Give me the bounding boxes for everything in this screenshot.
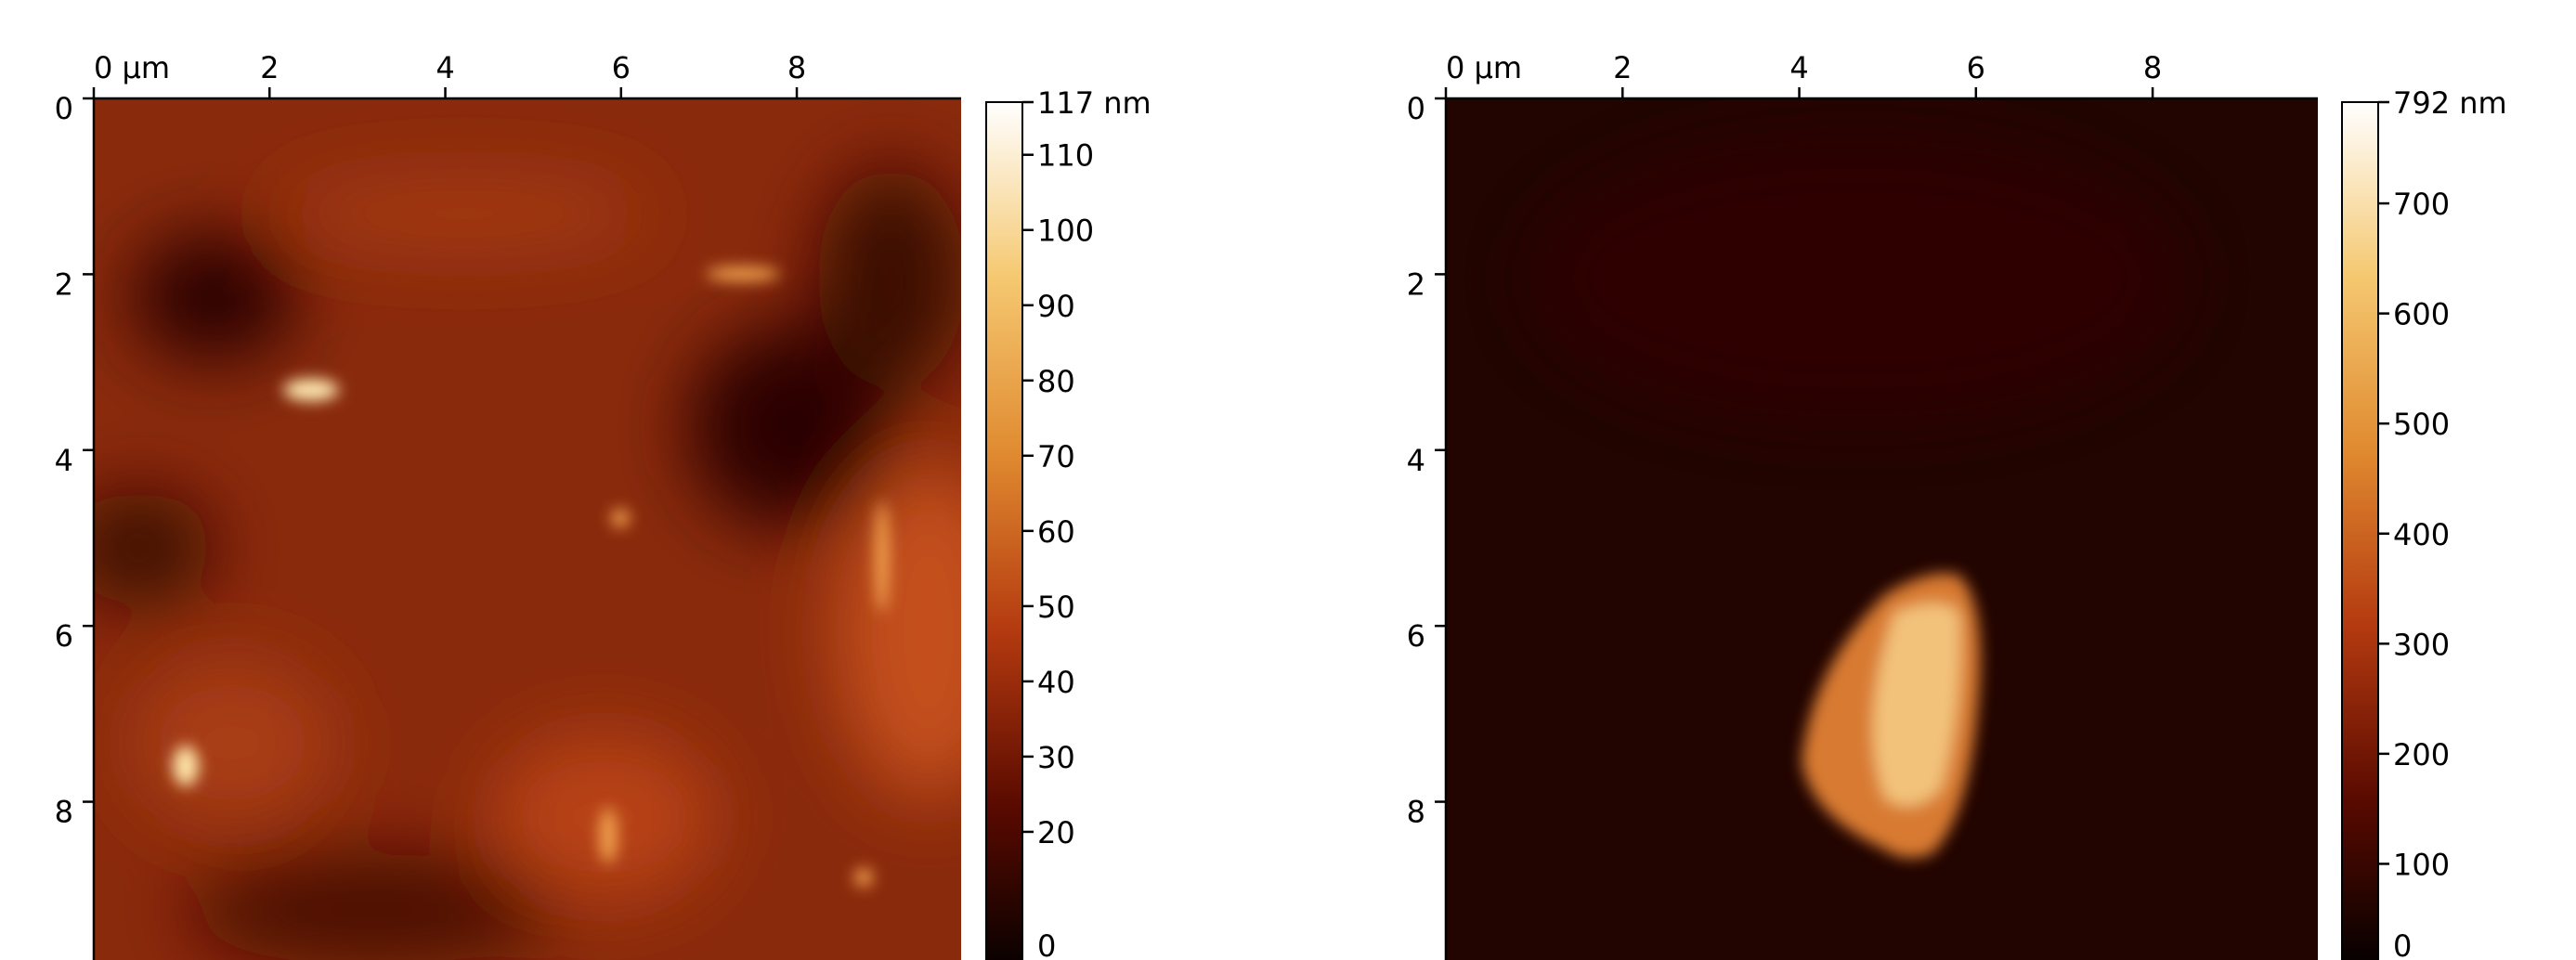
colorbar-tick-label: 400 [2393, 517, 2450, 552]
x-tick-label: 4 [1789, 50, 1808, 85]
colorbar-tick-label: 792 nm [2393, 85, 2507, 121]
colorbar [986, 102, 1022, 960]
colorbar-tick-label: 700 [2393, 187, 2450, 222]
y-tick-label: 6 [55, 618, 73, 654]
y-tick-label: 6 [1407, 618, 1425, 654]
colorbar-tick-label: 600 [2393, 297, 2450, 332]
colorbar-tick-label: 40 [1037, 665, 1075, 700]
x-tick-label: 0 µm [94, 50, 170, 85]
colorbar-tick-label: 500 [2393, 407, 2450, 442]
x-tick-label: 8 [2143, 50, 2162, 85]
colorbar-tick-label: 60 [1037, 514, 1075, 550]
colorbar-tick-label: 200 [2393, 737, 2450, 772]
colorbar-tick-label: 20 [1037, 815, 1075, 850]
y-tick-label: 0 [1407, 91, 1425, 126]
y-tick-label: 8 [1407, 795, 1425, 830]
y-tick-label: 2 [55, 266, 73, 302]
afm-image [65, 98, 1021, 960]
colorbar-tick-label: 100 [2393, 847, 2450, 882]
x-tick-label: 4 [436, 50, 454, 85]
colorbar [2342, 102, 2378, 960]
colorbar-tick-label: 30 [1037, 740, 1075, 775]
page: {"chart_data": [ {"type": "image", "xlim… [0, 0, 2576, 960]
x-tick-label: 2 [1613, 50, 1632, 85]
x-tick-label: 6 [612, 50, 631, 85]
colorbar-tick-label: 0 [1037, 928, 1056, 960]
colorbar-tick-label: 0 [2393, 928, 2412, 960]
colorbar-tick-label: 50 [1037, 590, 1075, 625]
y-tick-label: 4 [55, 443, 73, 478]
colorbar-tick-label: 70 [1037, 439, 1075, 474]
y-tick-label: 0 [55, 91, 73, 126]
colorbar-tick-label: 100 [1037, 214, 1094, 249]
x-tick-label: 6 [1967, 50, 1985, 85]
figure: 0 µm246802468117 nm110100908070605040302… [0, 0, 2576, 960]
x-tick-label: 2 [260, 50, 279, 85]
colorbar-tick-label: 90 [1037, 289, 1075, 324]
y-tick-label: 8 [55, 795, 73, 830]
colorbar-tick-label: 110 [1037, 138, 1094, 174]
y-tick-label: 4 [1407, 443, 1425, 478]
colorbar-tick-label: 300 [2393, 627, 2450, 662]
colorbar-tick-label: 80 [1037, 364, 1075, 399]
y-tick-label: 2 [1407, 266, 1425, 302]
afm-image [1446, 98, 2318, 960]
colorbar-tick-label: 117 nm [1037, 85, 1151, 121]
x-tick-label: 0 µm [1446, 50, 1522, 85]
x-tick-label: 8 [787, 50, 806, 85]
